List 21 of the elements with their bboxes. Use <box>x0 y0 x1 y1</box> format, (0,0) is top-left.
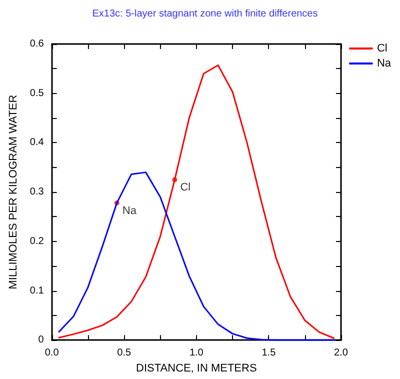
legend-label: Cl <box>376 42 388 54</box>
x-tick-label: 0.0 <box>44 348 60 359</box>
y-tick-label: 0.1 <box>30 285 44 296</box>
y-axis-title: MILLIMOLES PER KILOGRAM WATER <box>8 94 20 290</box>
y-tick-label: 0.3 <box>30 186 44 198</box>
line-series <box>58 172 335 341</box>
x-tick-label: 1.0 <box>189 348 204 359</box>
y-tick-label: 0.2 <box>30 236 44 247</box>
x-axis-title: DISTANCE, IN METERS <box>136 362 257 374</box>
annotation: Na <box>122 204 138 217</box>
y-tick-label: 0.5 <box>30 88 44 99</box>
x-tick-label: 1.5 <box>262 348 276 359</box>
y-tick-label: 0.6 <box>30 38 44 50</box>
chart-title: Ex13c: 5-layer stagnant zone with finite differences <box>92 8 318 20</box>
x-tick-label: 0.5 <box>117 348 132 359</box>
legend-label: Na <box>376 58 392 70</box>
line-series <box>58 64 335 339</box>
y-tick-label: 0.4 <box>30 137 44 148</box>
x-tick-label: 2.0 <box>334 348 348 359</box>
annotation: Cl <box>180 182 191 194</box>
y-tick-label: 0 <box>38 334 44 346</box>
